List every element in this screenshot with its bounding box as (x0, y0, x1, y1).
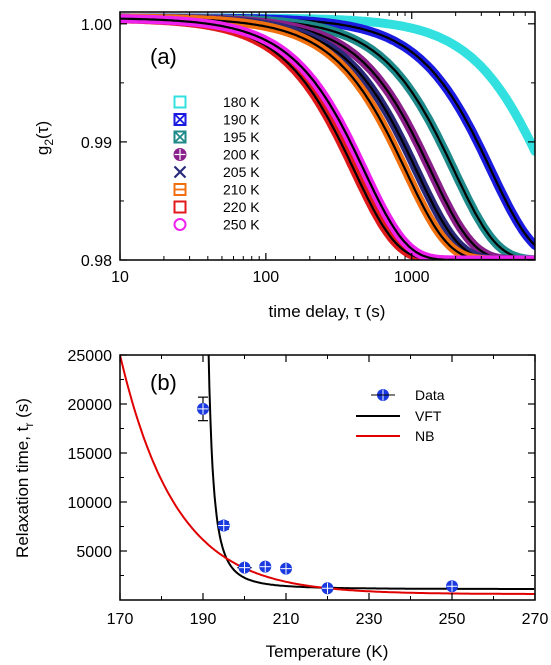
x-tick-label: 1000 (394, 269, 430, 286)
panel-b-points (197, 396, 458, 595)
y-tick-label: 25000 (68, 348, 113, 365)
legend-label: 195 K (223, 129, 260, 145)
panel-a-ylabel-main: g (33, 146, 52, 155)
panel-b: 170 190 210 230 250 270 5000 10000 15000 20000 250… (13, 348, 549, 661)
legend-marker-205-k (173, 165, 187, 179)
panel-b-ylabel: Relaxation time, tr (s) (13, 398, 36, 558)
legend-label: 210 K (223, 182, 260, 198)
legend-label: 205 K (223, 164, 260, 180)
y-tick-label: 5000 (76, 544, 112, 561)
panel-b-xlabel: Temperature (K) (266, 642, 389, 661)
x-tick-label: 230 (356, 611, 383, 628)
panel-a-frame (119, 11, 536, 261)
x-tick-label: 190 (190, 611, 217, 628)
vft-curve (207, 355, 535, 590)
legend-label: 190 K (223, 112, 260, 128)
x-tick-label: 10 (111, 269, 129, 286)
y-tick-label: 20000 (68, 397, 113, 414)
panel-a-ticks: 10 100 1000 1.00 0.99 0.98 (81, 12, 536, 286)
data-point (197, 396, 209, 422)
data-point (237, 561, 252, 574)
data-point (259, 560, 272, 573)
x-tick-label: 250 (439, 611, 466, 628)
legend-label: 220 K (223, 199, 260, 215)
data-point (217, 519, 230, 532)
legend-label: 200 K (223, 147, 260, 163)
legend-marker-180-k (173, 95, 187, 109)
legend-marker-200-k (173, 148, 187, 161)
x-tick-label: 100 (253, 269, 280, 286)
data-point (446, 580, 458, 593)
panel-b-ticks: 170 190 210 230 250 270 5000 10000 15000 20000 250… (68, 348, 549, 628)
legend-marker-250-k (173, 218, 187, 231)
panel-a-series (120, 13, 535, 260)
x-tick-label: 210 (273, 611, 300, 628)
y-tick-label: 0.98 (81, 253, 112, 270)
legend-label: NB (415, 428, 434, 444)
legend-marker-data (371, 389, 395, 401)
legend-label: VFT (415, 408, 442, 424)
panel-b-ylabel-tail: (s) (13, 398, 32, 423)
panel-a: 10 100 1000 1.00 0.99 0.98 (a) 180 K 190 K195 … (33, 11, 536, 321)
y-tick-label: 15000 (68, 446, 113, 463)
panel-b-frame (119, 354, 536, 601)
x-tick-label: 270 (522, 611, 549, 628)
panel-b-ylabel-main: Relaxation time, t (13, 426, 32, 558)
x-tick-label: 170 (107, 611, 134, 628)
panel-a-xlabel: time delay, τ (s) (269, 302, 386, 321)
legend-label: Data (415, 387, 445, 403)
data-point (280, 562, 292, 575)
panel-b-ylabel-sub: r (22, 423, 36, 427)
panel-b-legend: Data VFT NB (356, 387, 445, 444)
legend-label: 180 K (223, 94, 260, 110)
data-point (321, 582, 334, 595)
y-tick-label: 0.99 (81, 135, 112, 152)
legend-marker-210-k (173, 183, 187, 196)
legend-marker-220-k (173, 200, 187, 214)
panel-a-ylabel: g2(τ) (33, 121, 56, 155)
fit-line-250-k (120, 17, 535, 260)
panel-a-label: (a) (150, 44, 177, 69)
panel-a-ylabel-tail: (τ) (33, 121, 52, 139)
legend-marker-190-k (173, 113, 187, 126)
y-tick-label: 1.00 (81, 17, 112, 34)
legend-label: 250 K (223, 217, 260, 233)
y-tick-label: 10000 (68, 495, 113, 512)
panel-b-label: (b) (150, 370, 177, 395)
legend-marker-195-k (173, 130, 187, 144)
panel-a-ylabel-sub: 2 (42, 139, 56, 146)
